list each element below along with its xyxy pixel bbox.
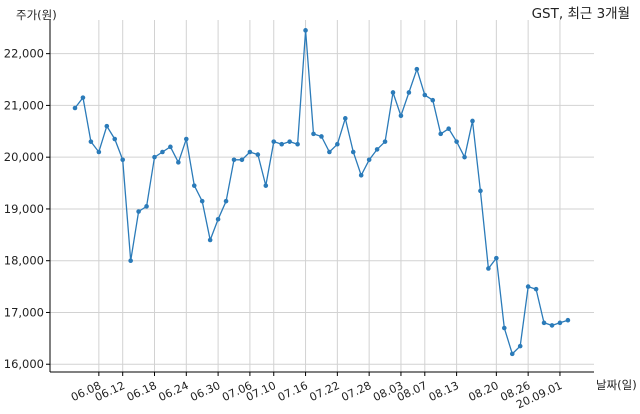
- data-point: [502, 325, 507, 331]
- data-point: [525, 284, 531, 289]
- data-point: [390, 90, 396, 95]
- data-point: [231, 157, 237, 163]
- data-point: [215, 216, 221, 222]
- data-point: [271, 139, 277, 144]
- data-point: [136, 209, 141, 214]
- data-point: [494, 255, 499, 261]
- data-point: [311, 131, 316, 137]
- data-point: [255, 152, 261, 157]
- y-tick-label: 17,000: [4, 305, 44, 319]
- y-tick-label: 16,000: [4, 357, 44, 371]
- y-axis-ticks: 16,000 17,000 18,000 19,000 20,000 21,000 22,0…: [4, 47, 50, 371]
- data-point: [430, 97, 436, 103]
- data-point: [72, 105, 78, 111]
- data-point: [414, 66, 420, 72]
- data-point: [96, 149, 102, 155]
- data-point: [335, 141, 340, 147]
- x-tick-label: 06.18: [125, 379, 159, 404]
- data-point: [80, 95, 86, 100]
- x-tick-label: 07.16: [276, 379, 310, 404]
- data-point: [470, 118, 475, 124]
- data-point: [541, 320, 547, 326]
- data-point: [223, 198, 229, 204]
- data-point: [366, 157, 372, 163]
- data-point: [112, 136, 118, 142]
- data-point: [191, 183, 197, 188]
- data-point: [128, 258, 133, 264]
- data-point: [88, 139, 94, 144]
- x-tick-label: 08.20: [467, 379, 501, 404]
- grid-lines: [50, 20, 594, 372]
- data-point: [549, 323, 555, 328]
- chart-title: GST, 최근 3개월: [532, 6, 630, 22]
- data-point: [350, 149, 356, 155]
- y-axis-label: 주가(원): [16, 8, 57, 22]
- x-tick-label: 07.22: [308, 379, 342, 404]
- data-point: [398, 113, 404, 119]
- data-point: [176, 160, 181, 165]
- data-point: [517, 343, 523, 349]
- data-point: [295, 141, 300, 147]
- data-point: [152, 154, 157, 160]
- data-point: [533, 286, 539, 292]
- data-point: [263, 183, 269, 188]
- data-point: [168, 144, 173, 150]
- data-point: [184, 136, 189, 142]
- x-axis-label: 날짜(일): [596, 378, 637, 392]
- data-point: [279, 141, 285, 147]
- data-point: [199, 198, 205, 204]
- x-tick-label: 06.24: [157, 379, 191, 404]
- y-tick-label: 21,000: [4, 98, 44, 112]
- data-point: [462, 154, 467, 160]
- data-point: [509, 351, 515, 357]
- data-point: [104, 123, 110, 129]
- x-tick-label: 08.13: [427, 379, 461, 404]
- data-point: [382, 139, 388, 144]
- data-point: [478, 188, 483, 194]
- data-point: [319, 134, 324, 139]
- data-point: [565, 317, 571, 323]
- data-points: [72, 28, 571, 357]
- data-point: [557, 320, 563, 326]
- data-point: [422, 92, 428, 98]
- data-point: [239, 157, 245, 163]
- data-point: [327, 149, 332, 155]
- y-tick-label: 18,000: [4, 254, 44, 268]
- data-point: [207, 237, 213, 243]
- x-tick-label: 07.28: [339, 379, 373, 404]
- price-series-line: [74, 30, 569, 356]
- data-point: [486, 266, 491, 271]
- data-point: [374, 147, 380, 152]
- data-point: [247, 149, 253, 155]
- data-point: [446, 126, 451, 132]
- data-point: [454, 139, 459, 144]
- data-point: [438, 131, 444, 137]
- x-tick-label: 06.30: [188, 379, 222, 404]
- y-tick-label: 20,000: [4, 150, 44, 164]
- data-point: [160, 149, 165, 155]
- data-point: [144, 204, 149, 209]
- y-tick-label: 22,000: [4, 47, 44, 61]
- data-point: [287, 139, 292, 144]
- data-point: [358, 172, 364, 178]
- data-point: [120, 157, 125, 163]
- data-point: [303, 28, 308, 33]
- data-point: [343, 116, 348, 121]
- data-point: [406, 90, 412, 95]
- y-tick-label: 19,000: [4, 202, 44, 216]
- x-axis-ticks: 06.0806.1206.1806.2406.3007.0607.1007.16…: [69, 372, 564, 411]
